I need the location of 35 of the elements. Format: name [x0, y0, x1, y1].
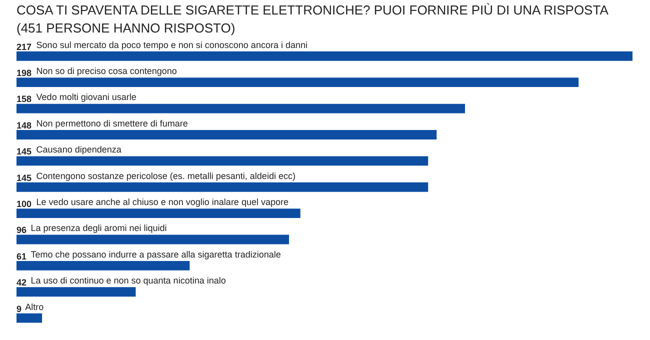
bar — [16, 78, 579, 88]
chart-title: COSA TI SPAVENTA DELLE SIGARETTE ELETTRONICHE? PUOI FORNIRE PIÙ DI UNA RISPOSTA — [16, 2, 609, 18]
data-label: 145 — [16, 172, 32, 183]
y-tick-label: Non permettono di smettere di fumare — [36, 118, 188, 128]
data-label: 42 — [16, 278, 27, 288]
data-label: 96 — [16, 225, 27, 236]
y-tick-label: Sono sul mercato da poco tempo e non si conoscono ancora i danni — [36, 40, 308, 50]
y-tick-label: Vedo molti giovani usarle — [36, 92, 136, 102]
bar — [16, 104, 466, 114]
bar — [16, 287, 136, 297]
bar — [16, 130, 437, 140]
chart-subtitle: (451 PERSONE HANNO RISPOSTO) — [16, 20, 236, 36]
data-label: 100 — [16, 199, 32, 210]
data-label: 9 — [16, 304, 22, 314]
bar — [16, 208, 300, 218]
data-label: 217 — [16, 42, 32, 52]
data-label: 61 — [16, 251, 27, 262]
bar — [16, 313, 42, 323]
y-tick-label: Le vedo usare anche al chiuso e non voglio inalare quel vapore — [36, 197, 288, 208]
y-tick-label: Non so di preciso cosa contengono — [36, 66, 177, 76]
bar — [16, 234, 290, 244]
y-tick-label: Causano dipendenza — [36, 144, 122, 155]
y-tick-label: La uso di continuo e non so quanta nicotina inalo — [30, 276, 226, 286]
bar — [16, 182, 428, 192]
y-tick-label: Temo che possano indurre a passare alla sigaretta tradizionale — [30, 249, 281, 260]
bar — [16, 51, 632, 61]
y-tick-label: Contengono sostanze pericolose (es. metalli pesanti, aldeidi ecc) — [36, 170, 296, 181]
data-label: 145 — [16, 146, 32, 157]
data-label: 158 — [16, 94, 32, 104]
y-tick-label: Altro — [25, 302, 44, 312]
bar — [16, 156, 428, 166]
data-label: 148 — [16, 120, 32, 130]
y-tick-label: La presenza degli aromi nei liquidi — [30, 223, 167, 234]
data-label: 198 — [16, 68, 32, 78]
bar — [16, 260, 190, 270]
